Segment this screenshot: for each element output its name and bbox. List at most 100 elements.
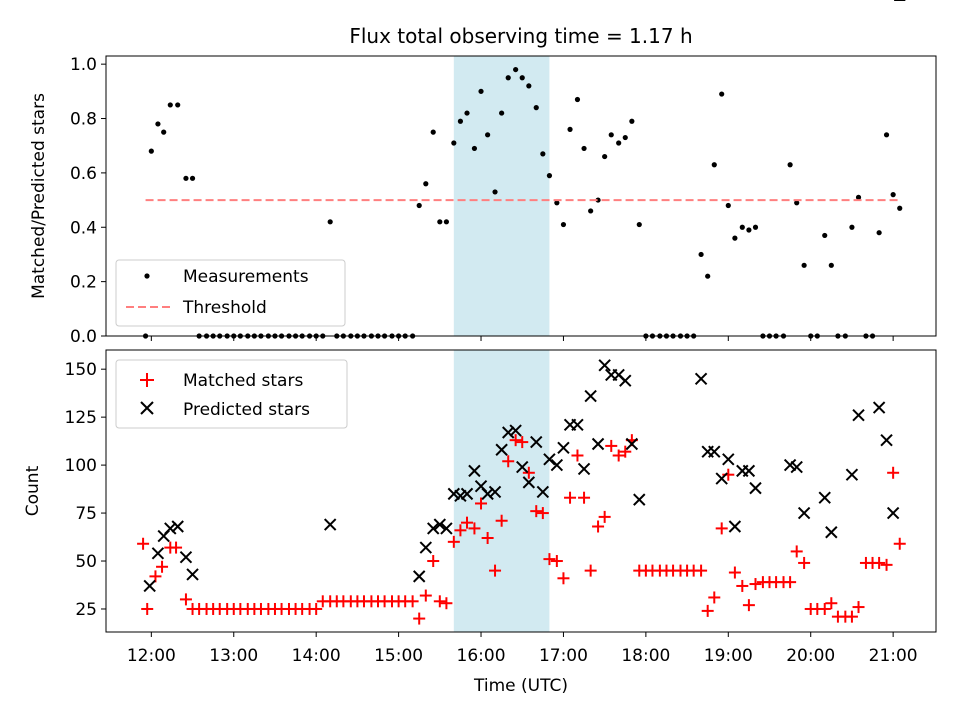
measurements-point (148, 148, 154, 154)
ratio-legend: Measurements Threshold (115, 259, 346, 327)
predicted-stars-point-b (557, 441, 570, 455)
measurements-point (828, 262, 834, 268)
matched-stars-point (516, 436, 529, 449)
count-legend: Matched stars Predicted stars (115, 359, 348, 429)
matched-stars-point (495, 514, 508, 527)
measurements-point (437, 219, 443, 225)
predicted-stars-point-b (612, 368, 625, 382)
predicted-stars-point-b (577, 462, 591, 476)
predicted-stars-point (536, 485, 550, 499)
legend-label-measurements: Measurements (183, 267, 309, 287)
predicted-stars-point (749, 481, 762, 495)
matched-stars-point (592, 520, 605, 533)
measurements-point (416, 202, 422, 209)
matched-stars-point (509, 434, 522, 447)
chart-title: Flux total observing time = 1.17 h (349, 24, 692, 48)
predicted-stars-point-b (427, 522, 440, 535)
predicted-stars-point-b (797, 506, 811, 520)
predicted-stars-point (530, 435, 543, 449)
count-y-axis: 25 50 75 100 125 150 (65, 360, 106, 620)
predicted-stars-point (694, 372, 708, 385)
predicted-stars-point-b (818, 491, 831, 504)
predicted-stars-point (433, 518, 447, 531)
matched-stars-point (413, 612, 426, 625)
matched-stars-point (742, 599, 755, 612)
matched-stars-point (825, 597, 838, 610)
matched-stars-point (557, 572, 570, 585)
predicted-stars-point (413, 570, 426, 583)
x-tick-label: 12:00 (127, 646, 176, 666)
predicted-stars-point (797, 506, 811, 520)
matched-stars-point (784, 576, 797, 589)
predicted-stars-point-b (749, 481, 762, 495)
measurements-point (711, 162, 717, 168)
predicted-stars-point-b (171, 520, 184, 533)
predicted-stars-point-b (845, 468, 859, 481)
x-tick-label: 13:00 (209, 646, 258, 666)
measurements-point (801, 262, 807, 268)
predicted-stars-point-b (625, 437, 639, 451)
predicted-stars-point (488, 485, 502, 499)
matched-stars-point (447, 535, 460, 548)
predicted-stars-point (151, 547, 165, 560)
ratio-y-axis-title: Matched/Predicted stars (29, 93, 49, 299)
matched-stars-point (818, 602, 831, 615)
matched-stars-point (790, 545, 803, 558)
measurements-point (560, 221, 567, 228)
predicted-stars-point-b (530, 435, 543, 449)
count-plot-area (137, 0, 906, 625)
measurements-point (705, 273, 711, 279)
matched-stars-point (728, 566, 741, 579)
measurements-point (167, 102, 173, 108)
matched-stars-point (536, 507, 549, 520)
predicted-stars-point (852, 409, 865, 422)
matched-stars-point (701, 604, 714, 617)
predicted-stars-point-b (186, 568, 199, 581)
predicted-stars-point-b (571, 418, 584, 432)
matched-stars-point (880, 558, 893, 571)
x-tick-label: 17:00 (539, 646, 588, 666)
measurements-point (327, 219, 333, 225)
predicted-stars-point (619, 374, 632, 387)
ratio-y-tick-label: 0.0 (70, 327, 97, 347)
predicted-stars-point (427, 522, 440, 535)
ratio-panel-frame (105, 55, 937, 337)
measurements-point (616, 140, 622, 146)
predicted-stars-point (522, 476, 536, 489)
matched-stars-point (149, 570, 162, 583)
measurements-point (746, 227, 752, 233)
predicted-stars-point-b (722, 453, 735, 466)
matched-stars-point (461, 516, 474, 529)
ratio-x-axis (150, 336, 894, 341)
matched-stars-point (522, 466, 535, 479)
matched-stars-point (550, 555, 563, 568)
predicted-stars-point-b (598, 359, 611, 372)
matched-stars-point (798, 556, 811, 569)
matched-stars-point (598, 510, 611, 523)
measurements-point (554, 200, 560, 206)
predicted-stars-point-b (164, 522, 177, 535)
observing-window-span (453, 350, 550, 632)
predicted-stars-point-b (179, 550, 193, 564)
predicted-stars-point (872, 401, 886, 414)
matched-stars-point (170, 541, 183, 554)
count-y-tick-label: 25 (75, 600, 97, 620)
predicted-stars-point-b (516, 460, 529, 474)
ratio-y-tick-label: 0.8 (70, 110, 97, 130)
measurements-point (602, 153, 608, 160)
predicted-stars-point (502, 426, 515, 439)
measurements-point (161, 129, 167, 135)
measurements-point (732, 235, 738, 241)
matched-stars-point (887, 466, 900, 479)
predicted-stars-point (550, 458, 564, 472)
count-y-axis-title: Count (23, 465, 43, 516)
predicted-stars-point-b (495, 443, 508, 456)
predicted-stars-point (598, 359, 611, 372)
count-panel: 25 50 75 100 125 150 12:00 13:00 14:00 15:00 16:0… (23, 0, 937, 666)
predicted-stars-point-b (151, 547, 165, 560)
matched-stars-point (543, 553, 556, 566)
predicted-stars-point (495, 443, 508, 456)
measurements-point (471, 145, 478, 152)
measurements-point (505, 75, 511, 81)
count-y-tick-label: 75 (75, 504, 97, 524)
